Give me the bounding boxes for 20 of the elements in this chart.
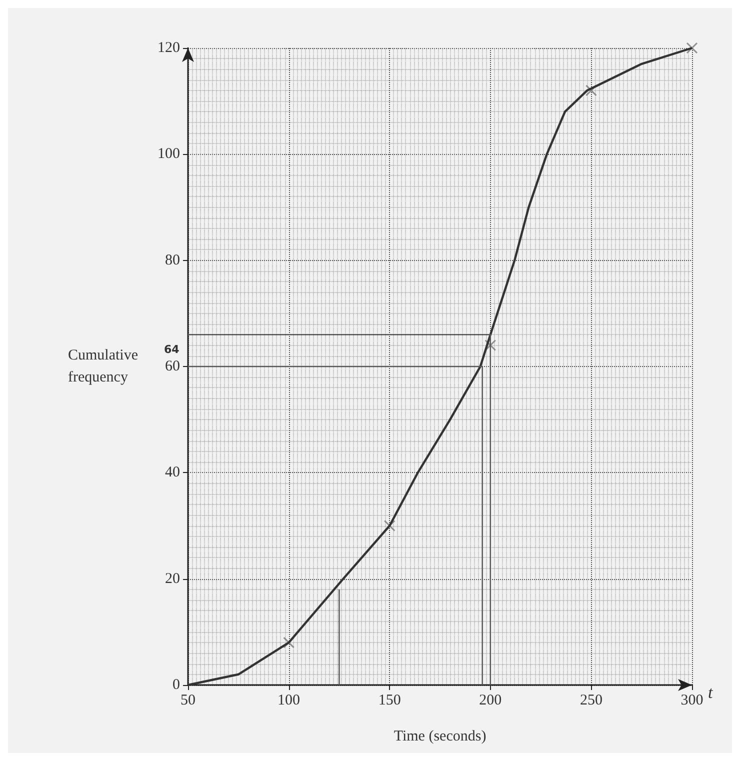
y-axis-title: Cumulative frequency (68, 348, 138, 386)
x-tick-label: 250 (580, 692, 602, 708)
text: t (708, 683, 714, 702)
point (484, 340, 496, 352)
x-tick-label: 50 (180, 692, 196, 708)
x-tick-label: 200 (479, 692, 502, 708)
y-tick-label: 60 (165, 358, 180, 374)
y-tick-label: 20 (165, 570, 180, 587)
y-tick-label: 100 (158, 146, 180, 162)
y-tick-label: 0 (172, 677, 180, 693)
x-tick-label: 150 (378, 692, 401, 708)
y-tick-label: 80 (165, 252, 180, 268)
y-tick-label: 120 (158, 40, 180, 56)
x-tick-label: 100 (278, 692, 300, 708)
x-axis-title: Time (seconds) (394, 728, 486, 744)
x-tick-label: 300 (680, 692, 704, 708)
y-tick-label: 40 (165, 464, 180, 481)
point (686, 42, 698, 54)
line-series (186, 46, 694, 686)
text: 64 (164, 343, 180, 356)
